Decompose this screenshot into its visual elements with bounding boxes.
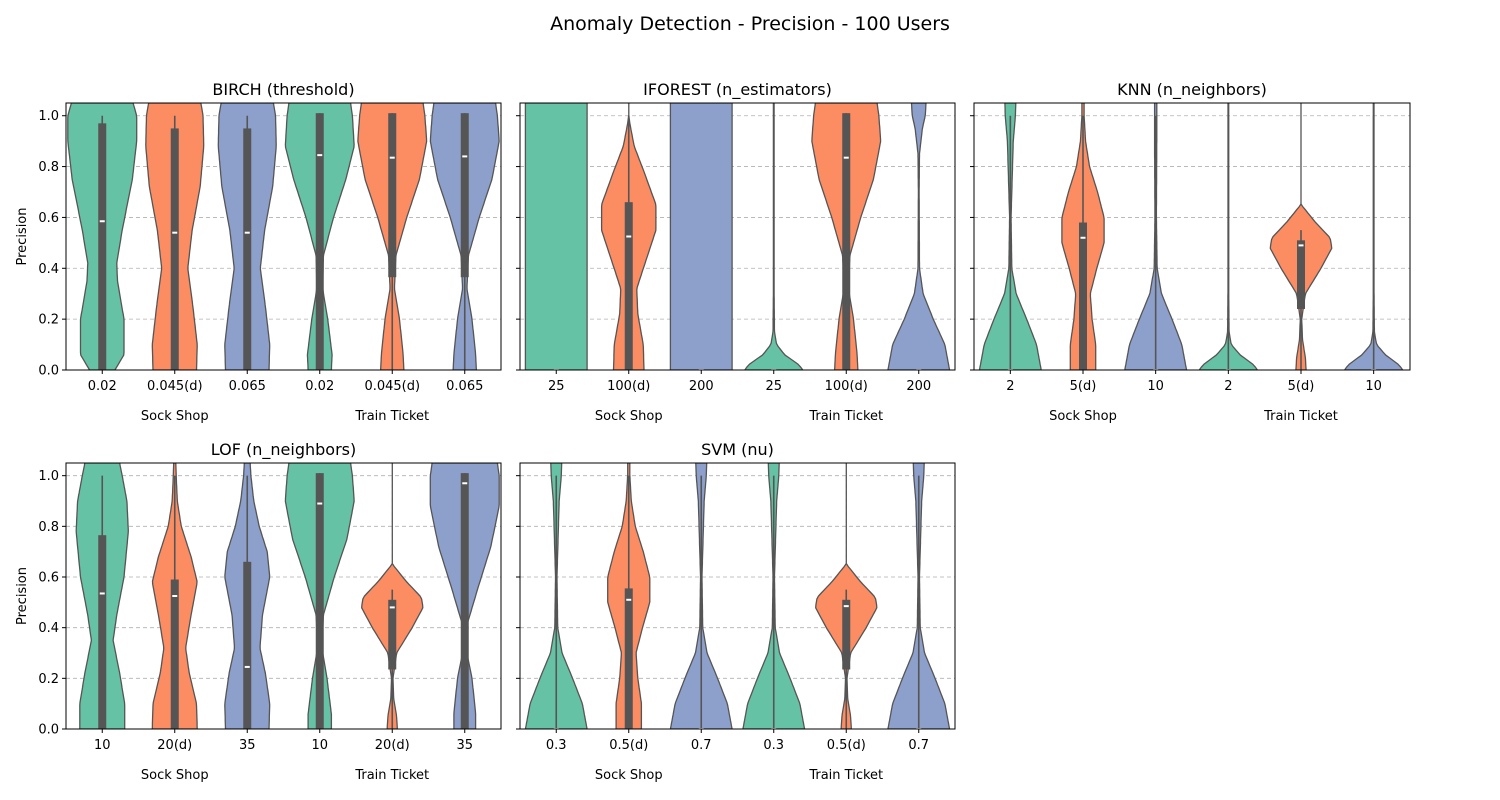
x-tick-label: 20(d) <box>157 738 192 753</box>
violin-iqr-box <box>460 473 469 729</box>
x-tick-label: 2 <box>1224 379 1232 394</box>
violin-iqr-box <box>842 599 851 670</box>
x-group-label: Sock Shop <box>141 768 209 783</box>
axes-frame <box>65 462 502 730</box>
violins-group <box>524 103 951 370</box>
y-tick-label: 0.8 <box>38 160 59 175</box>
x-tick-label: 25 <box>765 379 782 394</box>
x-tick-label: 5(d) <box>1288 379 1315 394</box>
x-group-label: Train Ticket <box>808 409 883 424</box>
y-tick-label: 1.0 <box>38 469 59 484</box>
violin-iqr-box <box>1297 240 1305 309</box>
x-tick-label: 0.045(d) <box>364 379 420 394</box>
violin-iqr-box <box>243 561 252 729</box>
x-tick-label: 35 <box>456 738 473 753</box>
violin-iqr-box <box>315 113 324 370</box>
violin-iqr-box <box>388 599 397 670</box>
x-tick-label: 0.02 <box>305 379 334 394</box>
violins-group <box>67 103 500 370</box>
violin-iqr-box <box>243 128 252 370</box>
y-tick-label: 0.8 <box>38 520 59 535</box>
x-tick-label: 0.045(d) <box>147 379 203 394</box>
axes-frame <box>65 102 502 371</box>
violin-iqr-box <box>624 588 633 729</box>
violin-body <box>669 103 733 370</box>
violins-group <box>978 103 1404 370</box>
x-tick-label: 35 <box>239 738 256 753</box>
axes-frame <box>973 102 1411 371</box>
subplot-title: KNN (n_neighbors) <box>1117 80 1267 100</box>
violin-iqr-box <box>315 473 324 729</box>
axes-frame <box>519 462 956 730</box>
violins-group <box>75 463 500 729</box>
violin-iqr-box <box>170 579 179 729</box>
x-tick-label: 0.3 <box>763 738 784 753</box>
violin-iqr-box <box>1079 222 1087 370</box>
x-tick-label: 25 <box>548 379 565 394</box>
x-tick-label: 10 <box>1147 379 1164 394</box>
x-tick-label: 0.065 <box>229 379 266 394</box>
x-tick-label: 0.7 <box>908 738 929 753</box>
violin-iqr-box <box>98 123 107 370</box>
violin-iqr-box <box>624 202 633 370</box>
x-group-label: Sock Shop <box>1049 409 1117 424</box>
violin-iqr-box <box>98 535 107 729</box>
y-tick-label: 0.0 <box>38 723 59 738</box>
x-tick-label: 10 <box>311 738 328 753</box>
violins-group <box>524 463 951 729</box>
x-tick-label: 0.065 <box>446 379 483 394</box>
x-tick-label: 5(d) <box>1070 379 1097 394</box>
violin-iqr-box <box>460 113 469 278</box>
y-tick-label: 0.4 <box>38 621 59 636</box>
x-group-label: Sock Shop <box>595 409 663 424</box>
y-tick-label: 0.2 <box>38 313 59 328</box>
x-tick-label: 200 <box>689 379 714 394</box>
y-tick-label: 0.2 <box>38 672 59 687</box>
subplot-title: BIRCH (threshold) <box>212 80 354 99</box>
x-group-label: Sock Shop <box>595 768 663 783</box>
x-tick-label: 100(d) <box>607 379 650 394</box>
x-group-label: Train Ticket <box>354 768 429 783</box>
axes-frame <box>519 102 956 371</box>
subplot-title: LOF (n_neighbors) <box>211 440 356 460</box>
violin-iqr-box <box>170 128 179 370</box>
x-tick-label: 200 <box>906 379 931 394</box>
violin-iqr-box <box>842 113 851 370</box>
x-group-label: Sock Shop <box>141 409 209 424</box>
x-tick-label: 0.02 <box>88 379 117 394</box>
x-group-label: Train Ticket <box>808 768 883 783</box>
subplot-title: SVM (nu) <box>701 440 774 459</box>
violin-body <box>524 103 588 370</box>
x-tick-label: 10 <box>1365 379 1382 394</box>
y-tick-label: 1.0 <box>38 109 59 124</box>
violin-body <box>887 103 951 370</box>
y-axis-label: Precision <box>15 207 30 265</box>
violin-body <box>744 103 804 370</box>
x-tick-label: 10 <box>94 738 111 753</box>
y-axis-label: Precision <box>15 567 30 625</box>
x-tick-label: 0.5(d) <box>609 738 648 753</box>
x-group-label: Train Ticket <box>1263 409 1338 424</box>
y-tick-label: 0.6 <box>38 211 59 226</box>
y-tick-label: 0.6 <box>38 571 59 586</box>
x-tick-label: 0.7 <box>691 738 712 753</box>
x-tick-label: 0.3 <box>546 738 567 753</box>
x-tick-label: 100(d) <box>825 379 868 394</box>
subplot-title: IFOREST (n_estimators) <box>643 80 832 100</box>
x-group-label: Train Ticket <box>354 409 429 424</box>
x-tick-label: 20(d) <box>375 738 410 753</box>
x-tick-label: 0.5(d) <box>827 738 866 753</box>
y-tick-label: 0.0 <box>38 364 59 379</box>
y-tick-label: 0.4 <box>38 262 59 277</box>
figure-suptitle: Anomaly Detection - Precision - 100 User… <box>550 13 950 35</box>
violin-iqr-box <box>388 113 397 278</box>
x-tick-label: 2 <box>1006 379 1014 394</box>
